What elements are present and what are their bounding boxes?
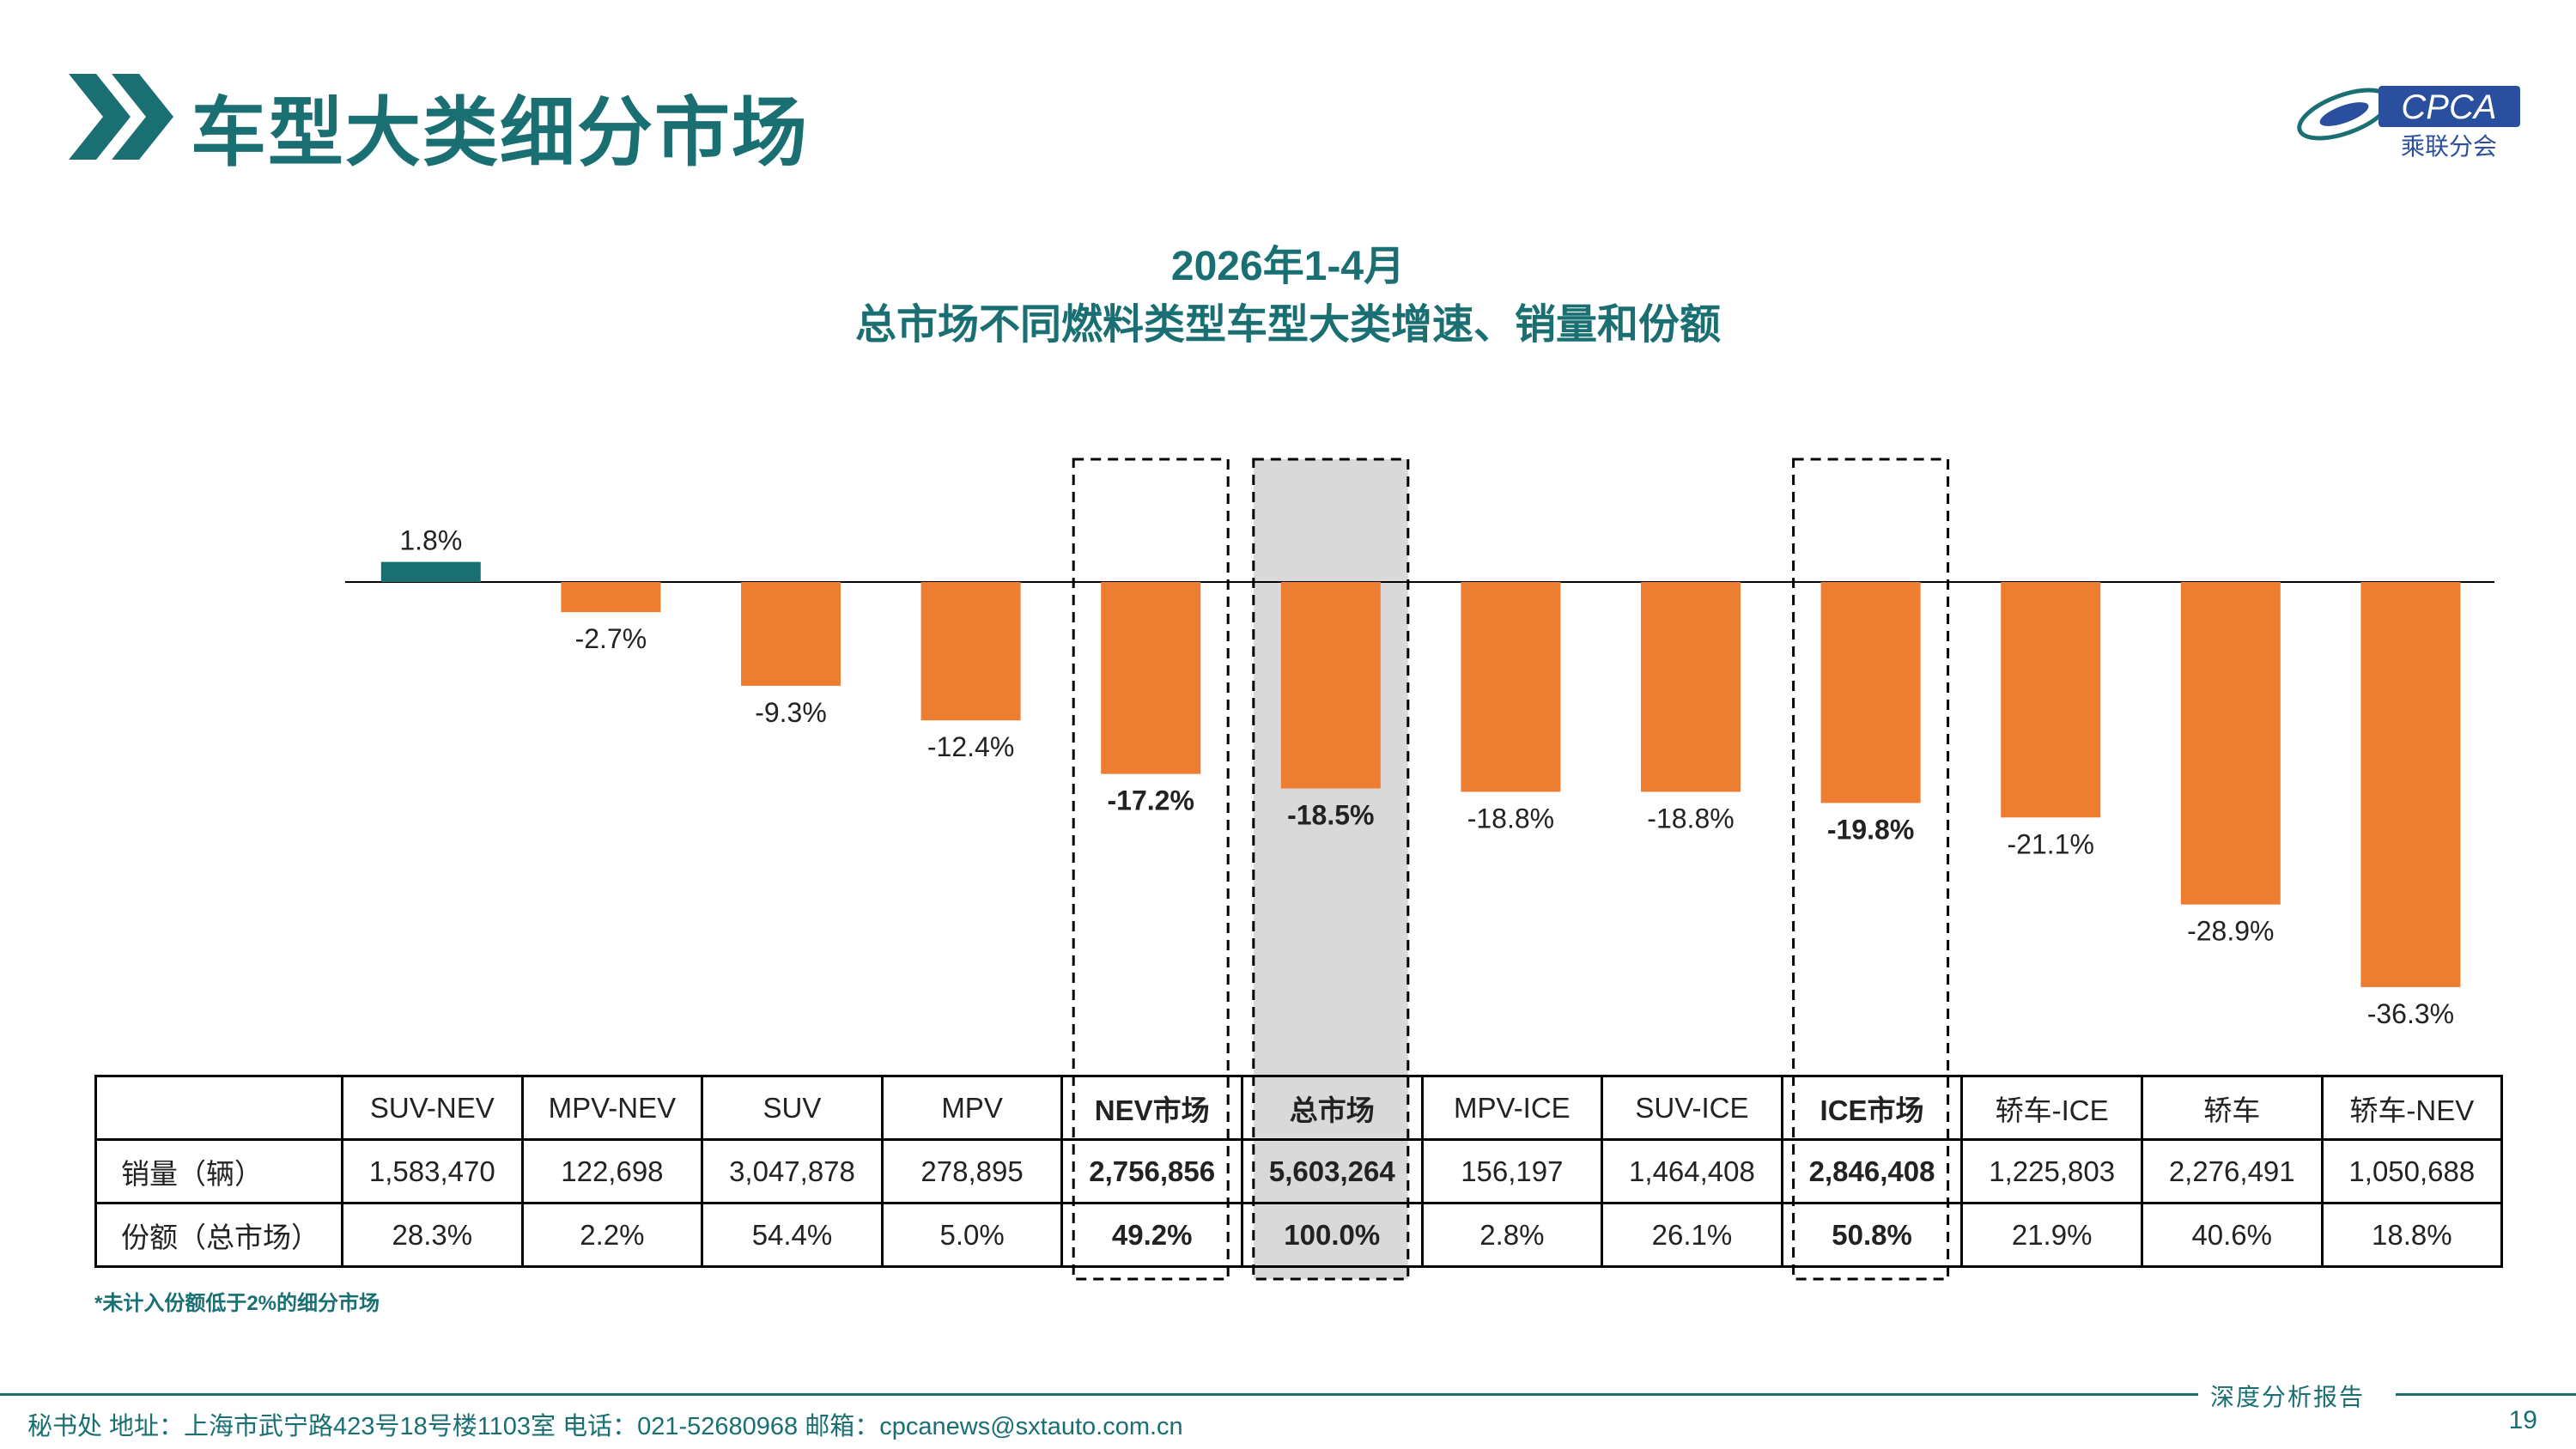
data-table: SUV-NEV MPV-NEV SUV MPV NEV市场 总市场 MPV-ICE SUV-I…	[94, 1075, 2504, 1268]
data-label: -18.8%	[1467, 803, 1554, 834]
data-label: -2.7%	[575, 623, 647, 654]
column-header: SUV-NEV	[341, 1075, 524, 1141]
column-header: SUV	[701, 1075, 884, 1141]
column-header: SUV-ICE	[1601, 1075, 1783, 1141]
footer-divider-right	[2396, 1393, 2576, 1396]
chart-subtitle: 总市场不同燃料类型车型大类增速、销量和份额	[854, 302, 1721, 348]
table-cell: 54.4%	[701, 1202, 884, 1268]
report-label: 深度分析报告	[2210, 1383, 2366, 1411]
column-header: NEV市场	[1060, 1075, 1243, 1141]
table-cell: 18.8%	[2320, 1202, 2504, 1268]
data-label: -21.1%	[2008, 828, 2094, 859]
table-cell: 5,603,264	[1240, 1138, 1424, 1204]
column-header: 轿车-ICE	[1960, 1075, 2143, 1141]
bar-MPV-NEV	[561, 582, 661, 613]
bar-NEV市场	[1101, 582, 1201, 774]
column-header: 总市场	[1240, 1075, 1424, 1141]
table-cell: 2,846,408	[1780, 1138, 1964, 1204]
cpca-logo: CPCA 乘联分会	[2297, 86, 2520, 161]
bar-轿车-NEV	[2360, 582, 2461, 987]
table-row: 销量（辆） 1,583,470 122,698 3,047,878 278,895 2,7…	[94, 1138, 2504, 1204]
table-cell: 28.3%	[341, 1202, 524, 1268]
page-title: 车型大类细分市场	[191, 90, 810, 175]
table-cell: 2,276,491	[2140, 1138, 2324, 1204]
data-label: -19.8%	[1827, 814, 1914, 845]
data-label: -36.3%	[2367, 998, 2454, 1029]
table-cell: 1,464,408	[1601, 1138, 1783, 1204]
table-cell: 1,583,470	[341, 1138, 524, 1204]
highlight-box	[1792, 458, 1950, 1281]
row-label: 份额（总市场）	[94, 1202, 343, 1268]
data-label: -18.8%	[1647, 803, 1734, 834]
bar-ICE市场	[1820, 582, 1921, 803]
table-header-row: SUV-NEV MPV-NEV SUV MPV NEV市场 总市场 MPV-ICE SUV-I…	[94, 1075, 2504, 1141]
data-label: 1.8%	[399, 525, 462, 556]
footnote: *未计入份额低于2%的细分市场	[94, 1292, 380, 1315]
data-label: -12.4%	[927, 731, 1014, 762]
double-chevron-icon	[69, 74, 173, 160]
highlight-box	[1072, 458, 1230, 1281]
column-header: MPV-ICE	[1420, 1075, 1604, 1141]
table-cell: 26.1%	[1601, 1202, 1783, 1268]
table-cell: 50.8%	[1780, 1202, 1964, 1268]
data-label: -18.5%	[1287, 800, 1374, 831]
logo-subtext: 乘联分会	[2401, 132, 2497, 161]
table-cell: 156,197	[1420, 1138, 1604, 1204]
table-cell: 2,756,856	[1060, 1138, 1243, 1204]
bar-SUV-NEV	[380, 561, 481, 582]
column-header: MPV	[880, 1075, 1064, 1141]
row-label	[94, 1075, 343, 1141]
data-label: -9.3%	[755, 697, 827, 728]
table-cell: 122,698	[520, 1138, 704, 1204]
table-cell: 21.9%	[1960, 1202, 2143, 1268]
table-cell: 2.2%	[520, 1202, 704, 1268]
table-cell: 278,895	[880, 1138, 1064, 1204]
bar-SUV	[741, 582, 841, 686]
column-header: MPV-NEV	[520, 1075, 704, 1141]
bar-轿车-ICE	[2001, 582, 2101, 818]
column-header: ICE市场	[1780, 1075, 1964, 1141]
table-cell: 1,225,803	[1960, 1138, 2143, 1204]
bar-MPV	[920, 582, 1021, 721]
table-row: 份额（总市场） 28.3% 2.2% 54.4% 5.0% 49.2% 100.0% 2.8%…	[94, 1202, 2504, 1268]
table-cell: 3,047,878	[701, 1138, 884, 1204]
bar-总市场	[1280, 582, 1381, 789]
data-label: -28.9%	[2187, 916, 2274, 947]
bar-SUV-ICE	[1641, 582, 1741, 792]
table-cell: 1,050,688	[2320, 1138, 2504, 1204]
footer-divider	[0, 1393, 2198, 1396]
table-cell: 40.6%	[2140, 1202, 2324, 1268]
column-header: 轿车-NEV	[2320, 1075, 2504, 1141]
footer-contact: 秘书处 地址：上海市武宁路423号18号楼1103室 电话：021-526809…	[27, 1413, 1183, 1440]
table-cell: 100.0%	[1240, 1202, 1424, 1268]
table-cell: 5.0%	[880, 1202, 1064, 1268]
page-number: 19	[2508, 1406, 2537, 1434]
row-label: 销量（辆）	[94, 1138, 343, 1204]
column-header: 轿车	[2140, 1075, 2324, 1141]
data-label: -17.2%	[1108, 785, 1194, 816]
bar-轿车	[2180, 582, 2281, 905]
bar-MPV-ICE	[1461, 582, 1561, 792]
chart-title: 2026年1-4月	[1170, 244, 1406, 289]
table-cell: 2.8%	[1420, 1202, 1604, 1268]
logo-text: CPCA	[2401, 88, 2496, 126]
table-cell: 49.2%	[1060, 1202, 1243, 1268]
